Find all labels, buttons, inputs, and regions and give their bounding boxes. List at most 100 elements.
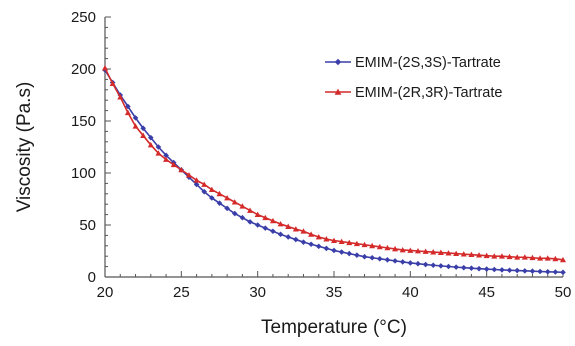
data-point (537, 268, 543, 275)
data-point (560, 269, 566, 276)
data-point (201, 181, 208, 187)
data-point (437, 249, 444, 255)
data-point (491, 253, 498, 259)
data-point (331, 237, 337, 243)
data-point (414, 248, 421, 254)
data-point (453, 250, 460, 256)
data-point (323, 236, 330, 242)
data-point (148, 134, 154, 141)
data-point (216, 190, 223, 197)
data-point (277, 220, 284, 227)
legend-label-series-2: EMIM-(2R,3R)-Tartrate (355, 85, 502, 101)
data-point (300, 228, 307, 234)
x-tick-label: 35 (326, 284, 343, 301)
data-point (109, 80, 116, 86)
data-point (247, 207, 254, 213)
data-point (262, 214, 269, 221)
data-point (522, 268, 528, 274)
data-point (392, 258, 398, 264)
data-point (155, 144, 162, 150)
data-point (407, 247, 414, 253)
x-tick-label: 50 (555, 284, 572, 301)
data-point (247, 219, 253, 225)
series-2 (102, 64, 566, 263)
data-point (208, 186, 215, 193)
data-point (163, 156, 170, 162)
data-point (361, 253, 368, 260)
data-point (209, 195, 215, 201)
data-point (506, 253, 513, 260)
data-point (529, 254, 536, 261)
data-point (499, 267, 505, 273)
data-point (262, 225, 269, 231)
data-point (239, 214, 246, 221)
data-point (125, 103, 131, 110)
series-group (102, 64, 566, 276)
data-point (163, 152, 169, 159)
legend-item-series-1: EMIM-(2S,3S)-Tartrate (325, 55, 501, 71)
data-point (117, 94, 124, 100)
data-point (216, 200, 223, 206)
data-point (193, 181, 200, 188)
data-point (254, 211, 261, 217)
data-point (552, 255, 559, 262)
data-point (552, 269, 559, 275)
x-tick-label: 25 (173, 284, 190, 301)
data-point (239, 203, 246, 209)
data-point (140, 132, 147, 138)
data-point (293, 236, 299, 243)
data-point (399, 259, 406, 265)
data-point (178, 166, 185, 173)
data-point (407, 260, 414, 266)
data-point (430, 249, 437, 255)
y-tick-label: 0 (88, 269, 96, 286)
data-point (392, 245, 399, 252)
data-point (323, 245, 330, 252)
legend-marker-diamond-icon (334, 58, 342, 66)
data-point (544, 269, 551, 275)
data-point (201, 188, 208, 195)
x-axis-title: Temperature (°C) (261, 317, 407, 338)
data-point (422, 248, 429, 254)
y-tick-label: 50 (79, 217, 96, 234)
data-point (331, 247, 337, 254)
data-point (353, 240, 360, 247)
data-point (338, 249, 345, 255)
data-point (132, 123, 139, 129)
tick-marks (104, 16, 564, 278)
data-point (483, 266, 490, 272)
data-point (384, 244, 391, 251)
data-point (476, 252, 483, 258)
data-point (224, 194, 231, 201)
data-point (277, 231, 284, 238)
data-point (369, 254, 375, 261)
legend: EMIM-(2S,3S)-Tartrate EMIM-(2R,3R)-Tartr… (325, 55, 502, 101)
data-point (529, 268, 536, 274)
data-point (445, 250, 452, 256)
data-point (140, 125, 146, 132)
data-point (170, 161, 177, 168)
data-point (315, 243, 322, 250)
data-point (521, 254, 528, 260)
data-point (422, 261, 429, 268)
data-point (468, 265, 475, 271)
data-point (445, 263, 452, 270)
data-point (185, 172, 192, 178)
data-point (453, 264, 459, 270)
data-point (560, 256, 566, 263)
data-point (124, 109, 131, 116)
data-point (468, 251, 475, 258)
data-point (491, 266, 498, 273)
data-point (132, 115, 139, 121)
data-point (346, 250, 353, 257)
data-point (285, 223, 292, 229)
tick-labels: 0 50 100 150 200 250 20 25 30 35 40 45 50 (71, 9, 571, 301)
y-tick-label: 150 (71, 113, 96, 130)
data-point (361, 241, 368, 248)
data-point (460, 264, 467, 271)
data-point (483, 252, 490, 259)
legend-marker-triangle-icon (334, 88, 342, 95)
data-point (338, 238, 345, 245)
data-point (224, 205, 230, 212)
y-axis-title: Viscosity (Pa.s) (14, 82, 35, 213)
